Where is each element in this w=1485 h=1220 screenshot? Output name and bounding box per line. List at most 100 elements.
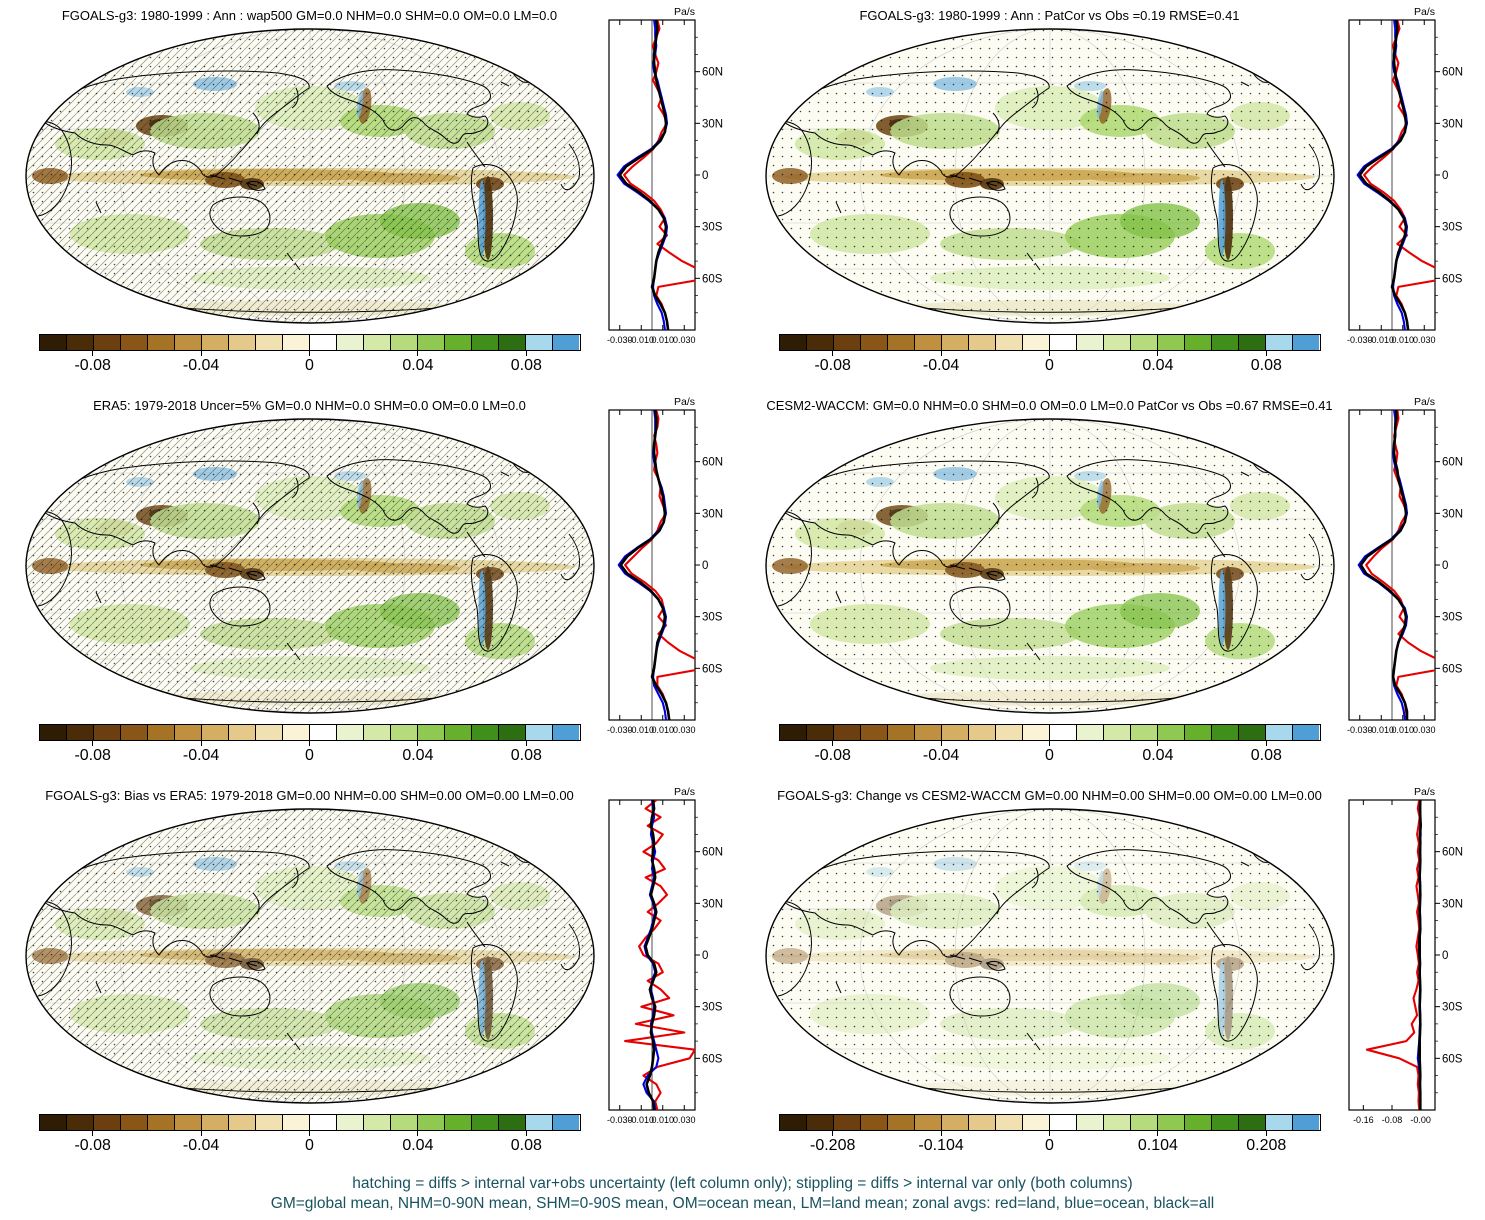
colorbar: -0.08 -0.04 0 0.04 0.08 (38, 1114, 581, 1164)
colorbar-cell (281, 725, 309, 740)
colorbar-tick (1265, 1131, 1267, 1136)
colorbar-tick-label: -0.08 (74, 747, 111, 764)
colorbar-cell (65, 1115, 93, 1130)
colorbar-tick-label: 0 (1045, 1137, 1054, 1154)
colorbar: -0.08 -0.04 0 0.04 0.08 (38, 724, 581, 774)
zonal-lat-label: 0 (1442, 950, 1448, 962)
zonal-lines (623, 800, 695, 1110)
colorbar-cells (778, 1114, 1321, 1131)
zonal-lat-label: 30N (702, 118, 723, 130)
colorbar-tick (92, 1131, 94, 1136)
panel-title: FGOALS-g3: Bias vs ERA5: 1979-2018 GM=0.… (45, 788, 574, 803)
colorbar-tick (832, 741, 834, 746)
colorbar-cell (227, 335, 255, 350)
zonal-lat-label: 60N (1442, 457, 1463, 469)
colorbar-cell (92, 335, 120, 350)
colorbar-cell (552, 1115, 580, 1130)
colorbar-tick-label: 0.08 (510, 357, 542, 374)
zonal-x-tick-label: 0.030 (672, 1115, 695, 1125)
colorbar-cells (38, 334, 581, 351)
zonal-x-tick-label: -0.08 (1381, 1115, 1402, 1125)
colorbar-cell (1103, 1115, 1131, 1130)
map-outline (24, 418, 595, 714)
colorbar-cell (1211, 725, 1239, 740)
zonal-lat-label: 60S (702, 1053, 723, 1065)
zonal-x-tick-label: 0.030 (1412, 335, 1435, 345)
panel-title: FGOALS-g3: 1980-1999 : Ann : wap500 GM=0… (61, 8, 558, 23)
colorbar-tick (309, 741, 310, 746)
colorbar-tick (1157, 1131, 1159, 1136)
zonal-lat-label: 0 (702, 950, 708, 962)
colorbar-cell (1076, 1115, 1104, 1130)
zonal-lat-label: 60N (1442, 847, 1463, 859)
zonal-unit-label: Pa/s (673, 6, 694, 18)
colorbar-tick (92, 741, 94, 746)
zonal-lines (617, 410, 695, 720)
zonal-lat-label: 60S (702, 663, 723, 675)
colorbar-cell (779, 725, 806, 740)
colorbar-cell (1292, 335, 1320, 350)
colorbar-cell (1265, 1115, 1293, 1130)
colorbar-cell (779, 335, 806, 350)
colorbar-cell (146, 725, 174, 740)
zonal-lat-label: 30N (1442, 898, 1463, 910)
colorbar: -0.208 -0.104 0 0.104 0.208 (778, 1114, 1321, 1164)
colorbar-cell (1184, 1115, 1212, 1130)
zonal-x-tick-label: -0.00 (1410, 1115, 1431, 1125)
colorbar-cell (336, 725, 364, 740)
panel-title: ERA5: 1979-2018 Uncer=5% GM=0.0 NHM=0.0 … (93, 398, 526, 413)
colorbar-cell (525, 335, 553, 350)
colorbar-cell (471, 1115, 499, 1130)
colorbar-cell (363, 1115, 391, 1130)
colorbar-cell (92, 725, 120, 740)
colorbar-cell (967, 1115, 995, 1130)
colorbar-cell (281, 335, 309, 350)
zonal-lat-label: 60S (1442, 1053, 1463, 1065)
colorbar-cell (444, 725, 472, 740)
figure-captions: hatching = diffs > internal var+obs unce… (0, 1164, 1485, 1220)
colorbar-cell (363, 725, 391, 740)
colorbar-tick-label: -0.04 (922, 357, 960, 374)
stippling-overlay (765, 419, 1334, 713)
colorbar-cell (1021, 725, 1049, 740)
zonal-x-tick-label: -0.16 (1353, 1115, 1374, 1125)
colorbar-tick-label: -0.08 (74, 357, 111, 374)
colorbar-tick-label: 0.08 (510, 747, 542, 764)
colorbar-tick (309, 1131, 310, 1136)
colorbar-cell (859, 335, 887, 350)
colorbar-tick (200, 741, 202, 746)
zonal-x-tick-label: 0.010 (1391, 725, 1414, 735)
map-column: FGOALS-g3: 1980-1999 : Ann : wap500 GM=0… (19, 6, 601, 384)
colorbar-cell (1157, 335, 1185, 350)
colorbar-cell (1103, 335, 1131, 350)
colorbar-cell (471, 335, 499, 350)
colorbar-cell (1048, 725, 1077, 740)
colorbar-tick (1157, 351, 1159, 356)
zonal-lat-label: 30N (1442, 508, 1463, 520)
colorbar-cell (940, 335, 968, 350)
colorbar-cell (1021, 1115, 1049, 1130)
colorbar-tick (1049, 1131, 1050, 1136)
zonal-unit-label: Pa/s (673, 786, 694, 798)
colorbar-cell (390, 725, 418, 740)
zonal-x-tick-label: 0.030 (672, 725, 695, 735)
zonal-lat-label: 60S (1442, 273, 1463, 285)
colorbar-tick (1157, 741, 1159, 746)
colorbar-cell (805, 725, 833, 740)
map-outline (764, 418, 1335, 714)
colorbar-cell (913, 1115, 941, 1130)
map-column: FGOALS-g3: 1980-1999 : Ann : PatCor vs O… (759, 6, 1341, 384)
zonal-lat-label: 30S (702, 222, 723, 234)
zonal-lat-label: 0 (702, 560, 708, 572)
colorbar-tick (417, 351, 419, 356)
panel-title: FGOALS-g3: 1980-1999 : Ann : PatCor vs O… (859, 8, 1240, 23)
zonal-unit-label: Pa/s (1413, 396, 1434, 408)
land-zonal-line (623, 800, 695, 1110)
zonal-x-tick-label: 0.010 (651, 335, 674, 345)
colorbar-cell (552, 725, 580, 740)
colorbar-tick-label: -0.04 (922, 747, 960, 764)
zonal-lat-label: 30N (1442, 118, 1463, 130)
